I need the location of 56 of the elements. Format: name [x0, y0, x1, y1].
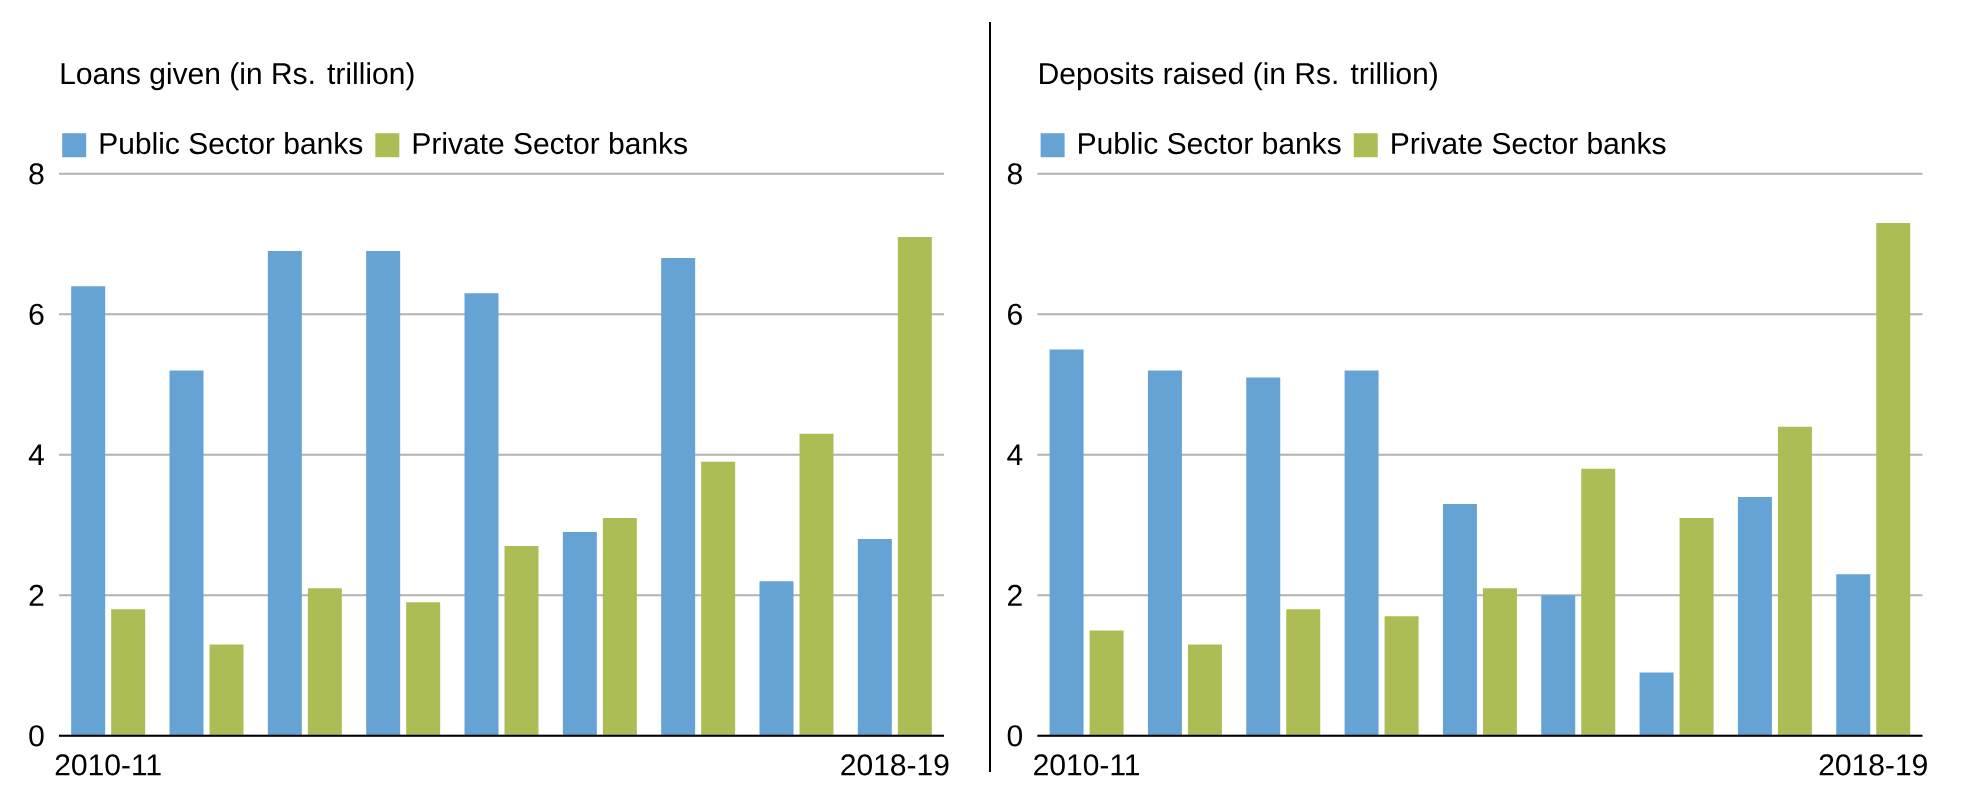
legend-label: Public Sector banks [100, 132, 363, 155]
chart-title: Loans given (in Rs. trillion) [61, 62, 414, 91]
bar [169, 370, 204, 736]
bar [1147, 370, 1182, 736]
y-tick-label: 2 [29, 584, 44, 606]
bar [1541, 595, 1576, 736]
y-tick-label: 0 [1007, 725, 1023, 747]
bar [897, 237, 932, 736]
bar [1876, 222, 1911, 736]
bar [71, 286, 106, 736]
bar [307, 588, 342, 736]
y-tick-label: 0 [29, 725, 44, 747]
legend-label: Private Sector banks [1392, 132, 1666, 155]
x-tick-label: 2010-11 [1034, 754, 1140, 776]
bar [1384, 616, 1419, 736]
bar [602, 518, 637, 736]
bar [504, 546, 539, 736]
bar [1187, 644, 1222, 736]
x-tick-label: 2018-19 [1819, 754, 1927, 776]
bar [111, 609, 146, 736]
bar [366, 251, 401, 736]
bar [267, 251, 302, 736]
bar [1581, 468, 1616, 736]
bar [464, 293, 499, 736]
bar [1482, 588, 1517, 736]
bar [1639, 672, 1674, 736]
bar [1679, 518, 1714, 736]
bar [406, 602, 441, 736]
bar [1344, 370, 1379, 736]
bar [661, 258, 696, 736]
y-tick-label: 4 [28, 444, 44, 466]
bar [1737, 496, 1772, 736]
bar [1246, 377, 1281, 736]
bar [759, 581, 794, 736]
chart-title: Deposits raised (in Rs. trillion) [1040, 62, 1437, 91]
y-tick-label: 8 [29, 163, 44, 185]
y-tick-label: 2 [1008, 584, 1022, 606]
x-tick-label: 2018-19 [841, 754, 949, 776]
bar [562, 532, 597, 736]
y-tick-label: 6 [1008, 303, 1022, 325]
legend-label: Public Sector banks [1079, 132, 1341, 155]
bar [799, 433, 834, 736]
bar [1049, 349, 1084, 736]
bar [209, 644, 244, 736]
y-tick-label: 6 [29, 303, 44, 325]
bar [857, 539, 892, 736]
bar [1777, 426, 1812, 736]
bar [1089, 630, 1124, 736]
bar [1442, 503, 1477, 736]
bar [701, 461, 736, 736]
x-tick-label: 2010-11 [55, 754, 161, 776]
legend-label: Private Sector banks [413, 132, 687, 155]
bar [1836, 574, 1871, 736]
y-tick-label: 8 [1007, 163, 1022, 185]
bar [1286, 609, 1321, 736]
y-tick-label: 4 [1007, 444, 1023, 466]
